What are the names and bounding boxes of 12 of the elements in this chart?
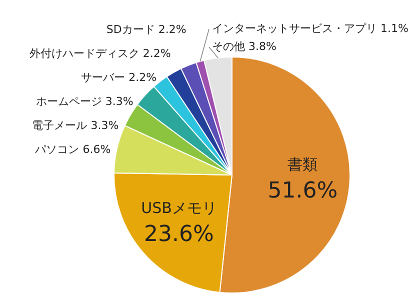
data-label: 51.6% [268,178,338,204]
data-label: 23.6% [144,222,214,247]
slice-label: インターネットサービス・アプリ 1.1% [212,22,408,35]
slice-label: USBメモリ [141,198,217,217]
slice-label: ホームページ 3.3% [36,95,134,108]
slice-label: 電子メール 3.3% [32,119,119,132]
slice-label: 書類 [288,156,318,174]
slice-label: 外付けハードディスク 2.2% [29,47,171,60]
slice-label: パソコン 6.6% [34,143,111,156]
slice-label: その他 3.8% [212,40,276,53]
slice-label: SDカード 2.2% [106,23,186,36]
slice-label: サーバー 2.2% [81,71,157,84]
